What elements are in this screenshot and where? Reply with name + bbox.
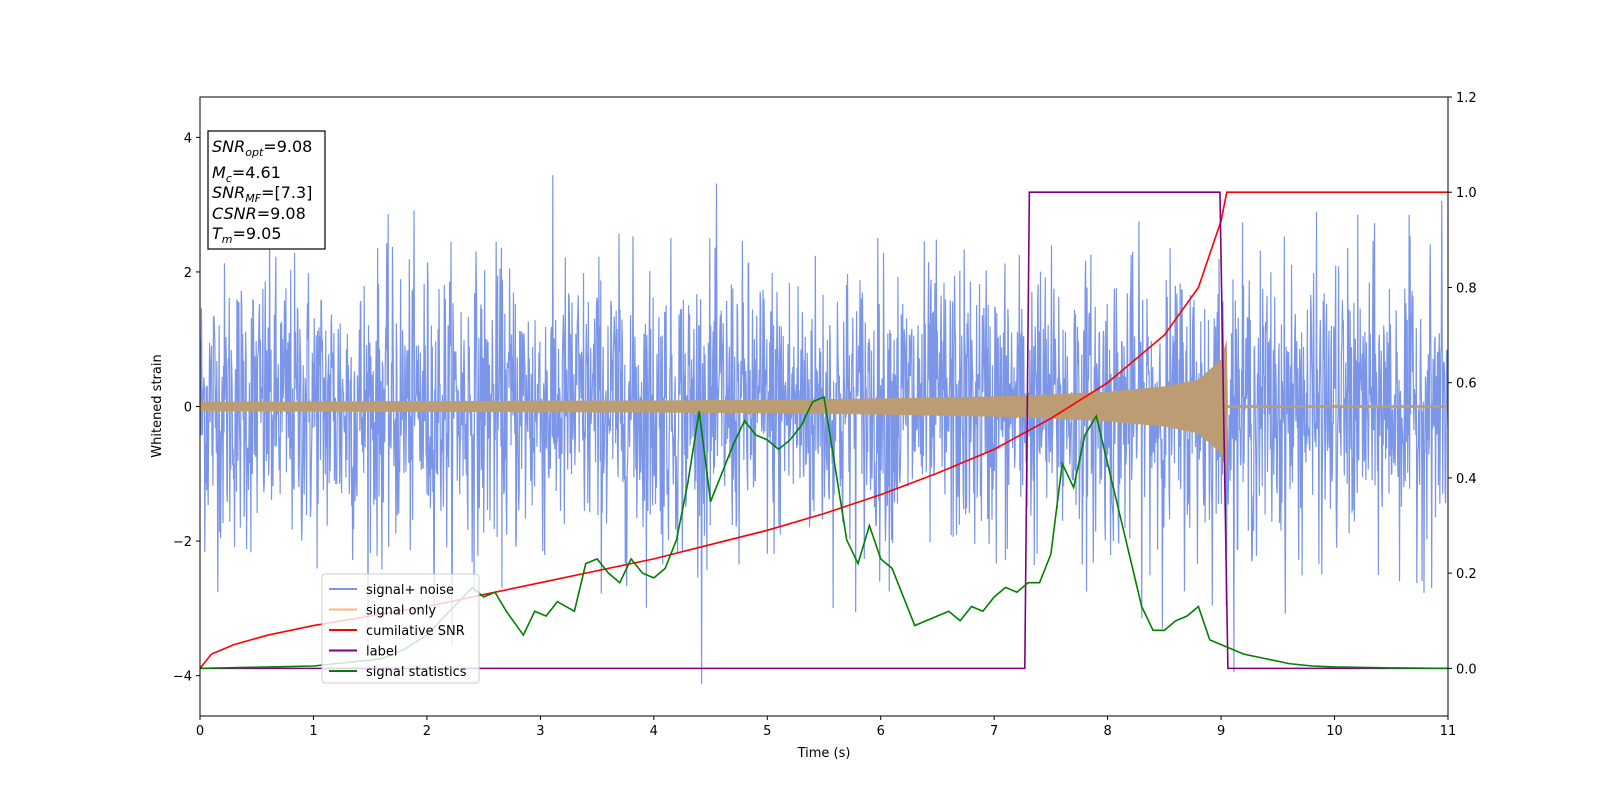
x-tick-label: 1 bbox=[309, 724, 317, 739]
signal-only-series bbox=[200, 339, 1448, 474]
x-tick-label: 4 bbox=[650, 724, 658, 739]
x-tick-label: 8 bbox=[1103, 724, 1111, 739]
svg-text:SNRMF=[7.3]: SNRMF=[7.3] bbox=[212, 183, 312, 205]
signal-noise-series bbox=[200, 175, 1448, 684]
cumulative-snr-line bbox=[200, 191, 1448, 669]
stats-annotation: SNRopt=9.08 Mc=4.61 SNRMF=[7.3] CSNR=9.0… bbox=[207, 130, 326, 250]
svg-text:Mc=4.61: Mc=4.61 bbox=[212, 163, 281, 185]
x-tick-label: 3 bbox=[536, 724, 544, 739]
line-series-group bbox=[200, 191, 1448, 670]
annotation-tm: 9.05 bbox=[246, 224, 282, 243]
legend-label: cumilative SNR bbox=[366, 624, 465, 639]
legend-label: signal only bbox=[366, 604, 436, 619]
right-y-axis-ticks: 1.2 1.0 0.8 0.6 0.4 0.2 0.0 bbox=[1448, 91, 1477, 677]
x-tick-label: 9 bbox=[1217, 724, 1225, 739]
right-y-tick-label: 1.2 bbox=[1456, 91, 1477, 106]
right-y-tick-label: 0.4 bbox=[1456, 472, 1477, 487]
right-y-tick-label: 0.8 bbox=[1456, 281, 1477, 296]
x-axis-label: Time (s) bbox=[797, 746, 851, 761]
annotation-snr-opt: 9.08 bbox=[277, 137, 313, 156]
svg-text:CSNR=9.08: CSNR=9.08 bbox=[212, 204, 306, 223]
right-y-tick-label: 1.0 bbox=[1456, 186, 1477, 201]
left-y-tick-label: −4 bbox=[173, 670, 192, 685]
x-tick-label: 10 bbox=[1326, 724, 1343, 739]
x-tick-label: 2 bbox=[423, 724, 431, 739]
y-axis-label: Whitened strain bbox=[150, 354, 165, 457]
annotation-csnr: 9.08 bbox=[270, 204, 306, 223]
annotation-mc: 4.61 bbox=[245, 163, 281, 182]
left-y-tick-label: −2 bbox=[173, 535, 192, 550]
label-line bbox=[200, 191, 1448, 670]
right-y-tick-label: 0.0 bbox=[1456, 662, 1477, 677]
left-y-tick-label: 2 bbox=[184, 266, 192, 281]
legend: signal+ noise signal only cumilative SNR la… bbox=[321, 573, 480, 684]
x-tick-label: 6 bbox=[877, 724, 885, 739]
svg-text:Tm=9.05: Tm=9.05 bbox=[212, 224, 282, 246]
right-y-tick-label: 0.2 bbox=[1456, 567, 1477, 582]
legend-label: signal statistics bbox=[366, 665, 467, 680]
x-tick-label: 5 bbox=[763, 724, 771, 739]
legend-label: label bbox=[366, 645, 397, 660]
x-axis-ticks: 0 1 2 3 4 5 6 7 8 9 10 11 bbox=[196, 716, 1456, 739]
svg-text:SNRopt=9.08: SNRopt=9.08 bbox=[212, 137, 312, 159]
x-tick-label: 7 bbox=[990, 724, 998, 739]
signal-only-envelope bbox=[200, 339, 1448, 474]
legend-label: signal+ noise bbox=[366, 583, 454, 598]
left-y-axis-ticks: 4 2 0 −2 −4 bbox=[173, 131, 200, 685]
signal-noise-line bbox=[200, 175, 1448, 684]
left-y-tick-label: 4 bbox=[184, 131, 192, 146]
signal-statistics-line bbox=[200, 395, 1448, 670]
x-tick-label: 11 bbox=[1440, 724, 1457, 739]
right-y-tick-label: 0.6 bbox=[1456, 377, 1477, 392]
x-tick-label: 0 bbox=[196, 724, 204, 739]
left-y-tick-label: 0 bbox=[184, 401, 192, 416]
annotation-snr-mf: [7.3] bbox=[274, 183, 312, 202]
